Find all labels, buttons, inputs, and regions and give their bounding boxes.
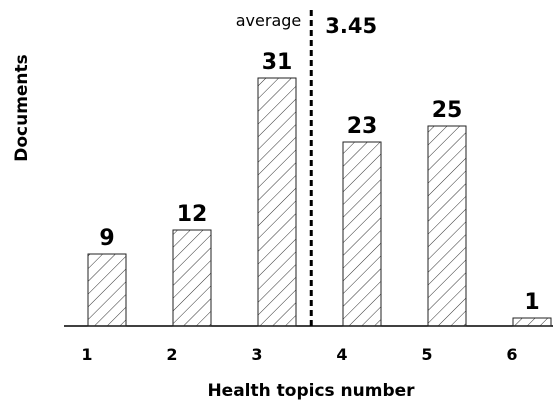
average-label: average <box>236 11 302 30</box>
x-tick-labels-group: 1 2 3 4 5 6 <box>81 345 517 364</box>
data-label-4: 23 <box>347 114 378 139</box>
data-label-3: 31 <box>262 50 293 75</box>
data-label-1: 9 <box>99 226 114 251</box>
x-tick-label-4: 4 <box>336 345 347 364</box>
x-tick-label-1: 1 <box>81 345 92 364</box>
bars-group <box>87 77 552 327</box>
data-label-5: 25 <box>432 98 463 123</box>
x-tick-label-5: 5 <box>421 345 432 364</box>
bar-1 <box>87 253 127 327</box>
bar-2 <box>172 229 212 327</box>
x-tick-label-3: 3 <box>251 345 262 364</box>
x-axis-label: Health topics number <box>207 381 415 401</box>
data-labels-group: 9 12 31 23 25 1 <box>99 50 539 315</box>
bar-6 <box>512 317 552 327</box>
data-label-2: 12 <box>177 202 208 227</box>
average-value-label: 3.45 <box>325 14 377 38</box>
data-label-6: 1 <box>524 290 539 315</box>
bar-3 <box>257 77 297 327</box>
x-tick-label-6: 6 <box>506 345 517 364</box>
bar-4 <box>342 141 382 327</box>
x-tick-label-2: 2 <box>166 345 177 364</box>
bar-5 <box>427 125 467 327</box>
y-axis-label: Documents <box>12 54 32 162</box>
